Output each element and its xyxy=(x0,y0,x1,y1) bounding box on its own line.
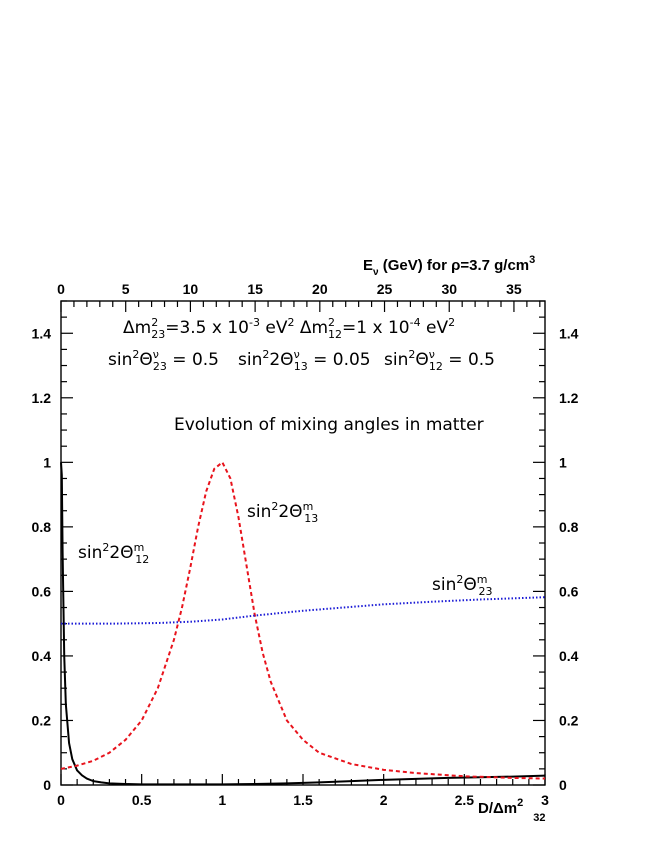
top-tick-label: 20 xyxy=(312,281,328,297)
x-tick-label: 1 xyxy=(218,792,226,808)
parameter-theta12-vacuum: sin2Θν 12 = 0.5 xyxy=(384,348,495,373)
parameter-theta13-vacuum: sin22Θν 13 = 0.05 xyxy=(238,348,371,373)
y-tick-label-left: 1 xyxy=(43,454,51,470)
parameters-line-1: Δm2 23=3.5 x 10-3 eV2 Δm2 12=1 x 10-4 eV2 xyxy=(123,316,455,341)
top-tick-label: 0 xyxy=(57,281,65,297)
series-line-2 xyxy=(61,596,546,625)
x-tick-label: 0.5 xyxy=(132,792,152,808)
y-tick-label-left: 0.4 xyxy=(32,648,52,664)
top-tick-label: 35 xyxy=(506,281,522,297)
y-tick-label-left: 1.2 xyxy=(32,390,52,406)
series-label-theta13: sin22Θm 13 xyxy=(247,500,318,525)
x-tick-label: 1.5 xyxy=(293,792,313,808)
y-tick-label-left: 0.6 xyxy=(32,583,52,599)
series-line-1 xyxy=(60,461,546,780)
top-tick-label: 30 xyxy=(441,281,457,297)
parameter-theta23-vacuum: sin2Θν 23 = 0.5 xyxy=(108,348,219,373)
y-tick-label-left: 0 xyxy=(43,777,51,793)
series-label-theta12: sin22Θm 12 xyxy=(78,541,149,566)
y-tick-label-right: 0.2 xyxy=(559,712,579,728)
top-tick-label: 25 xyxy=(377,281,393,297)
x-tick-label: 0 xyxy=(57,792,65,808)
chart-subtitle: Evolution of mixing angles in matter xyxy=(174,415,484,435)
y-tick-label-right: 0 xyxy=(559,777,567,793)
series-label-theta23: sin2Θm 23 xyxy=(432,573,492,598)
y-tick-label-right: 1.4 xyxy=(559,325,579,341)
series-line-0 xyxy=(60,462,546,786)
y-tick-label-right: 1 xyxy=(559,454,567,470)
y-tick-label-left: 0.8 xyxy=(32,519,52,535)
top-tick-label: 5 xyxy=(122,281,130,297)
y-tick-label-right: 1.2 xyxy=(559,390,579,406)
top-axis-title: Eν (GeV) for ρ=3.7 g/cm3 xyxy=(363,254,535,278)
top-tick-label: 15 xyxy=(247,281,263,297)
y-tick-label-left: 0.2 xyxy=(32,712,52,728)
x-tick-label: 2.5 xyxy=(455,792,475,808)
top-tick-label: 10 xyxy=(183,281,199,297)
y-tick-label-right: 0.6 xyxy=(559,583,579,599)
axis-tick-labels: 0 0.5 1 1.5 2 2.5 30 5 10 15 20 25 30 350 00.2 0.20.4 0.… xyxy=(32,281,579,808)
y-tick-label-right: 0.4 xyxy=(559,648,579,664)
x-tick-label: 3 xyxy=(541,792,549,808)
x-axis-title: D/Δm232 xyxy=(478,797,546,824)
y-tick-label-right: 0.8 xyxy=(559,519,579,535)
y-tick-label-left: 1.4 xyxy=(32,325,52,341)
series-lines xyxy=(60,461,546,786)
x-tick-label: 2 xyxy=(380,792,388,808)
